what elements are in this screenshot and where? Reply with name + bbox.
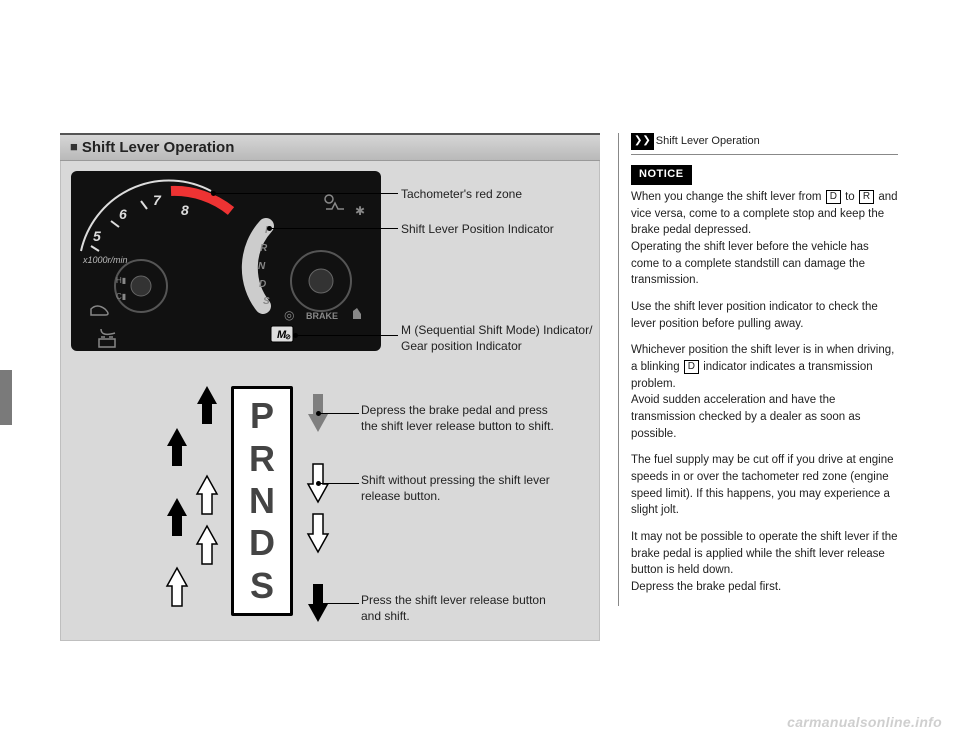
leader-line: [319, 413, 359, 414]
key-d2: D: [684, 360, 699, 374]
section-header: ■ Shift Lever Operation: [60, 133, 600, 161]
main-content: ■ Shift Lever Operation 5 6 7 8 x1000r/mi…: [60, 133, 600, 641]
section-title: Shift Lever Operation: [82, 139, 235, 156]
mini-d: D: [259, 279, 266, 290]
mini-s: S: [263, 296, 270, 307]
prnds-indicator: P R N D S: [231, 386, 293, 616]
tach-6: 6: [119, 206, 127, 222]
section-bullet-icon: ■: [70, 139, 78, 154]
tach-label: x1000r/min: [82, 255, 128, 265]
instrument-cluster-svg: 5 6 7 8 x1000r/min H▮ C▮: [71, 171, 381, 351]
breadcrumb-arrow-1: ▶▶: [64, 49, 81, 61]
leader-line: [319, 603, 359, 604]
instrument-cluster: 5 6 7 8 x1000r/min H▮ C▮: [71, 171, 381, 351]
leader-line: [319, 483, 359, 484]
callout-m-ind: M (Sequential Shift Mode) Indicator/ Gea…: [401, 323, 592, 354]
callout-shiftwo-l1: Shift without pressing the shift lever: [361, 473, 550, 487]
callout-shift-wo: Shift without pressing the shift lever r…: [361, 473, 550, 504]
sidebar-p2: Use the shift lever position indicator t…: [631, 299, 898, 332]
sb-p1b: to: [842, 191, 858, 203]
engine-icon: [91, 306, 108, 315]
temp-h-icon: H▮: [116, 276, 126, 285]
sidebar-notes: ❯❯Shift Lever Operation NOTICE When you …: [618, 133, 898, 606]
callout-press-l2: and shift.: [361, 609, 410, 623]
temp-c-icon: C▮: [116, 292, 126, 301]
sidebar-header: ❯❯Shift Lever Operation: [631, 133, 898, 155]
callout-m-l1: M (Sequential Shift Mode) Indicator/: [401, 323, 592, 337]
breadcrumb-arrow-2: ▶: [92, 49, 100, 61]
callout-press-release: Press the shift lever release button and…: [361, 593, 546, 624]
sidebar-header-text: Shift Lever Operation: [656, 135, 760, 147]
airbag-icon: ✱: [355, 204, 365, 218]
callout-shift-pos: Shift Lever Position Indicator: [401, 222, 554, 238]
arrow-white-up: [167, 568, 187, 606]
sb-p5b: Depress the brake pedal first.: [631, 581, 781, 593]
tach-7: 7: [153, 192, 162, 208]
breadcrumb: ▶▶ ▶: [60, 48, 104, 61]
brake-label: BRAKE: [306, 311, 338, 321]
mini-r: R: [260, 243, 268, 254]
brake-icon: ◎: [284, 308, 294, 322]
leader-line: [296, 335, 398, 336]
arrow-black-up2: [167, 498, 187, 536]
tach-8: 8: [181, 202, 189, 218]
leader-line: [270, 228, 398, 229]
callout-brake-l2: the shift lever release button to shift.: [361, 419, 554, 433]
m-sub: ⊘: [285, 334, 291, 341]
chevrons-icon: ❯❯: [631, 133, 654, 150]
key-r: R: [859, 190, 874, 204]
arrow-white-down2: [308, 514, 328, 552]
left-arrows-svg: [153, 386, 223, 626]
callout-m-l2: Gear position Indicator: [401, 339, 522, 353]
arrow-black-up-b1: [197, 386, 217, 424]
callout-brake-press: Depress the brake pedal and press the sh…: [361, 403, 554, 434]
callout-tach-red: Tachometer's red zone: [401, 187, 522, 203]
battery-icon: [99, 339, 115, 347]
gear-r: R: [249, 441, 275, 477]
page-side-tab: [0, 370, 12, 425]
fuel-icon: [353, 308, 361, 319]
gear-s: S: [250, 568, 274, 604]
sidebar-p1: When you change the shift lever from D t…: [631, 189, 898, 289]
arrow-white-up-b2: [197, 526, 217, 564]
gear-d: D: [249, 525, 275, 561]
gear-p: P: [250, 398, 274, 434]
tach-5: 5: [93, 228, 101, 244]
sidebar-p5: It may not be possible to operate the sh…: [631, 529, 898, 596]
oil-icon: [101, 329, 115, 334]
gear-n: N: [249, 483, 275, 519]
sb-p3c: Avoid sudden acceleration and have the t…: [631, 394, 860, 439]
sb-p5: It may not be possible to operate the sh…: [631, 531, 898, 576]
sidebar-p3: Whichever position the shift lever is in…: [631, 342, 898, 442]
seatbelt-icon: [326, 203, 344, 209]
right-arrows-svg: [305, 386, 335, 626]
watermark: carmanualsonline.info: [787, 714, 942, 730]
diagram-container: 5 6 7 8 x1000r/min H▮ C▮: [60, 161, 600, 641]
callout-shiftwo-l2: release button.: [361, 489, 440, 503]
key-d: D: [826, 190, 841, 204]
sb-p1d: Operating the shift lever before the veh…: [631, 241, 869, 286]
sidebar-p4: The fuel supply may be cut off if you dr…: [631, 452, 898, 519]
sb-p1a: When you change the shift lever from: [631, 191, 825, 203]
mini-n: N: [258, 261, 266, 272]
callout-press-l1: Press the shift lever release button: [361, 593, 546, 607]
notice-badge: NOTICE: [631, 165, 692, 185]
arrow-black-up: [167, 428, 187, 466]
callout-brake-l1: Depress the brake pedal and press: [361, 403, 548, 417]
leader-line: [214, 193, 398, 194]
arrow-white-up-b: [197, 476, 217, 514]
